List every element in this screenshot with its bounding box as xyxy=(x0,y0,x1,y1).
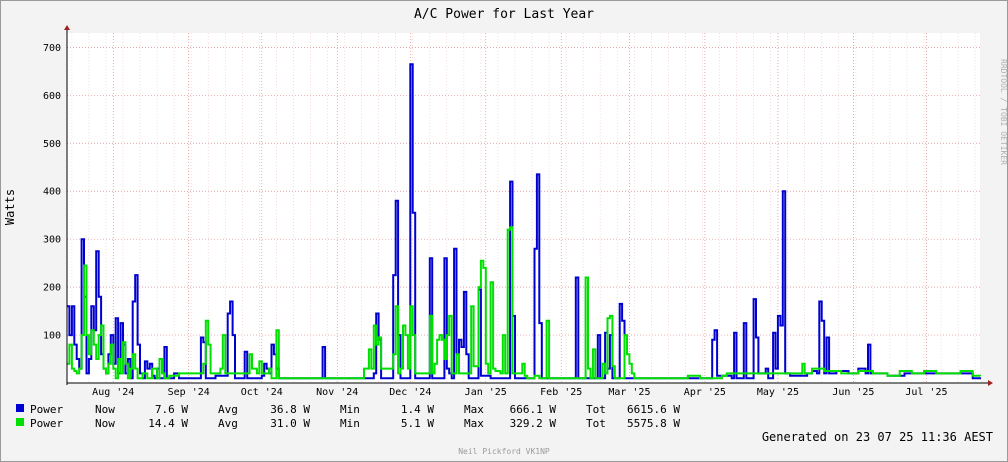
legend-1-avg-label: Avg xyxy=(218,403,238,416)
legend-1-max: 666.1 W xyxy=(510,403,557,416)
legend-2-now: 14.4 W xyxy=(148,417,188,430)
legend-swatch-2 xyxy=(16,418,24,426)
legend-2-tot-label: Tot xyxy=(586,417,606,430)
legend-swatch-1 xyxy=(16,404,24,412)
y-tick-label: 200 xyxy=(43,283,61,294)
series-2-line xyxy=(67,226,981,380)
x-tick-label: Dec '24 xyxy=(389,387,431,398)
legend-2-avg-label: Avg xyxy=(218,417,238,430)
y-tick-label: 400 xyxy=(43,187,61,198)
legend-1-name: Power xyxy=(30,403,63,416)
y-tick-label: 300 xyxy=(43,235,61,246)
x-tick-label: Nov '24 xyxy=(316,387,358,398)
x-tick-label: Feb '25 xyxy=(540,387,582,398)
x-tick-label: May '25 xyxy=(757,387,799,398)
axes xyxy=(64,25,993,386)
legend-2-min: 5.1 W xyxy=(401,417,434,430)
x-tick-label: Oct '24 xyxy=(241,387,283,398)
legend-2-name: Power xyxy=(30,417,63,430)
y-tick-label: 600 xyxy=(43,91,61,102)
x-tick-label: Sep '24 xyxy=(168,387,210,398)
legend-1-avg: 36.8 W xyxy=(270,403,310,416)
x-tick-label: Mar '25 xyxy=(608,387,650,398)
x-tick-label: Jul '25 xyxy=(905,387,947,398)
grid xyxy=(67,33,980,383)
x-tick-label: Apr '25 xyxy=(684,387,726,398)
legend-1-min: 1.4 W xyxy=(401,403,434,416)
legend-2-max-label: Max xyxy=(464,417,484,430)
plot-area xyxy=(67,33,980,383)
legend-2-tot: 5575.8 W xyxy=(627,417,680,430)
chart-title: A/C Power for Last Year xyxy=(414,7,594,22)
legend-1-min-label: Min xyxy=(340,403,360,416)
x-tick-label: Aug '24 xyxy=(92,387,134,398)
series-lines xyxy=(67,63,981,380)
legend-2-min-label: Min xyxy=(340,417,360,430)
y-tick-label: 100 xyxy=(43,331,61,342)
legend-1-max-label: Max xyxy=(464,403,484,416)
tick-labels: 100 200 300 400 500 600 700 Aug '24 Sep '24 Oct '… xyxy=(43,43,948,398)
y-axis-label: Watts xyxy=(3,189,17,225)
legend-2-avg: 31.0 W xyxy=(270,417,310,430)
x-tick-label: Jun '25 xyxy=(832,387,874,398)
y-axis-arrow xyxy=(64,25,70,30)
legend-row-1: Power Now 7.6 W Avg 36.8 W Min 1.4 W Max… xyxy=(16,403,680,416)
legend-row-2: Power Now 14.4 W Avg 31.0 W Min 5.1 W Ma… xyxy=(16,417,680,430)
credit-label: Neil Pickford VK1NP xyxy=(458,447,550,456)
x-axis-arrow xyxy=(988,380,993,386)
generated-timestamp: Generated on 23 07 25 11:36 AEST xyxy=(762,430,993,444)
legend-2-now-label: Now xyxy=(95,417,115,430)
y-tick-label: 500 xyxy=(43,139,61,150)
legend-1-tot: 6615.6 W xyxy=(627,403,680,416)
y-tick-label: 700 xyxy=(43,43,61,54)
legend-2-max: 329.2 W xyxy=(510,417,557,430)
legend-1-tot-label: Tot xyxy=(586,403,606,416)
rrdtool-side-label: RRDTOOL / TOBI OETIKER xyxy=(999,59,1008,165)
x-tick-label: Jan '25 xyxy=(465,387,507,398)
legend-1-now: 7.6 W xyxy=(155,403,188,416)
legend-1-now-label: Now xyxy=(95,403,115,416)
